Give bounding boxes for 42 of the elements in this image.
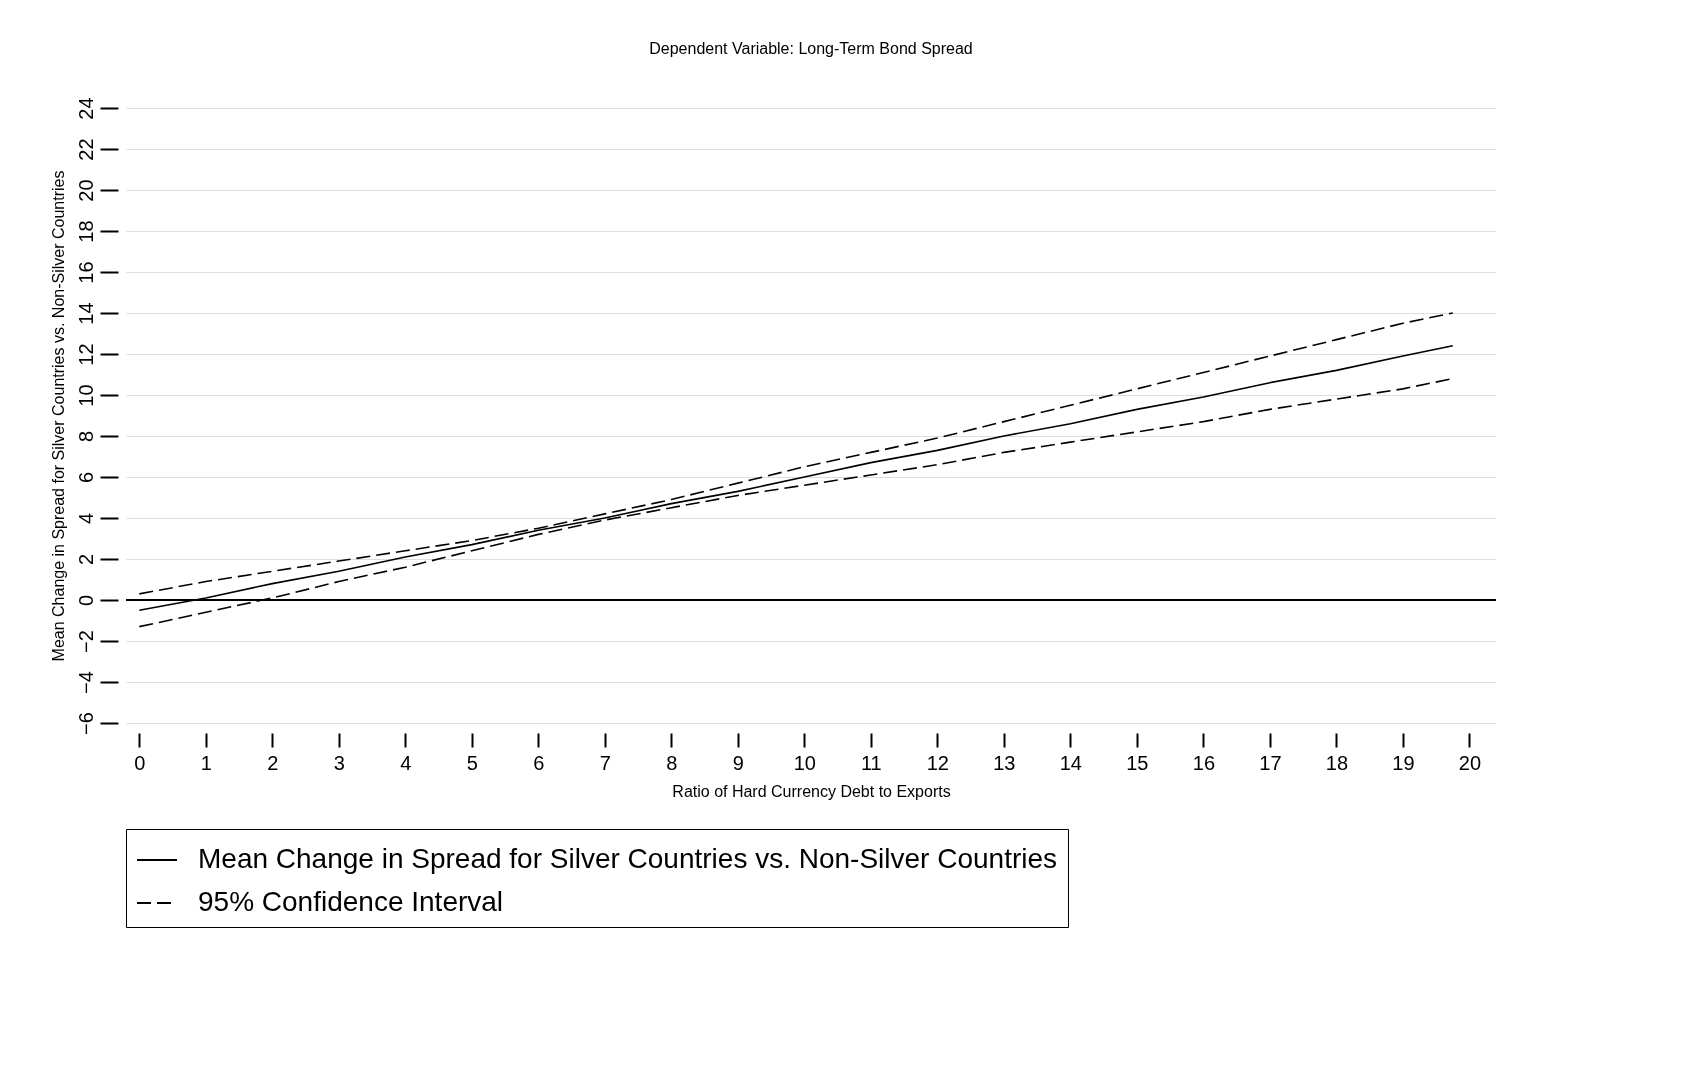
y-tick-label: 16 — [74, 261, 97, 284]
x-tick-label: 6 — [533, 751, 545, 774]
x-tick-label: 0 — [134, 751, 146, 774]
y-tick-label: −2 — [74, 630, 97, 653]
x-tick-label: 3 — [333, 751, 345, 774]
x-tick-label: 14 — [1059, 751, 1082, 774]
x-tick-label: 19 — [1392, 751, 1415, 774]
x-tick-label: 1 — [200, 751, 212, 774]
y-tick-label: 18 — [74, 220, 97, 243]
y-tick-label: 14 — [74, 302, 97, 325]
y-tick-label: 20 — [74, 179, 97, 202]
y-tick-label: 8 — [74, 430, 97, 443]
y-tick-label: 12 — [74, 343, 97, 366]
y-tick-label: 0 — [74, 594, 97, 607]
x-tick-label: 18 — [1325, 751, 1349, 774]
legend-label: Mean Change in Spread for Silver Countries vs. Non-Silver Countries — [198, 843, 1058, 874]
x-tick-label: 8 — [666, 751, 678, 774]
x-tick-label: 13 — [993, 751, 1016, 774]
x-tick-label: 20 — [1458, 751, 1482, 774]
y-tick-label: −6 — [74, 712, 97, 735]
x-tick-label: 16 — [1192, 751, 1215, 774]
y-tick-label: 2 — [74, 553, 97, 566]
y-tick-label: −4 — [74, 671, 97, 694]
y-tick-label: 6 — [74, 471, 97, 484]
x-tick-label: 9 — [732, 751, 744, 774]
y-tick-label: 10 — [74, 384, 97, 407]
x-tick-label: 7 — [599, 751, 611, 774]
x-tick-label: 11 — [860, 751, 882, 774]
chart-title: Dependent Variable: Long-Term Bond Spread — [649, 39, 973, 57]
x-tick-label: 15 — [1126, 751, 1149, 774]
x-tick-label: 5 — [466, 751, 478, 774]
legend-label: 95% Confidence Interval — [198, 886, 504, 917]
x-tick-label: 17 — [1259, 751, 1282, 774]
x-tick-label: 12 — [926, 751, 949, 774]
y-tick-label: 24 — [74, 97, 97, 120]
x-tick-label: 10 — [793, 751, 816, 774]
x-tick-label: 2 — [267, 751, 279, 774]
x-axis-title: Ratio of Hard Currency Debt to Exports — [672, 782, 951, 800]
y-tick-label: 22 — [74, 138, 97, 161]
x-tick-label: 4 — [400, 751, 412, 774]
y-tick-label: 4 — [74, 512, 97, 525]
y-axis-title: Mean Change in Spread for Silver Countries vs. Non-Silver Countries — [49, 170, 67, 662]
